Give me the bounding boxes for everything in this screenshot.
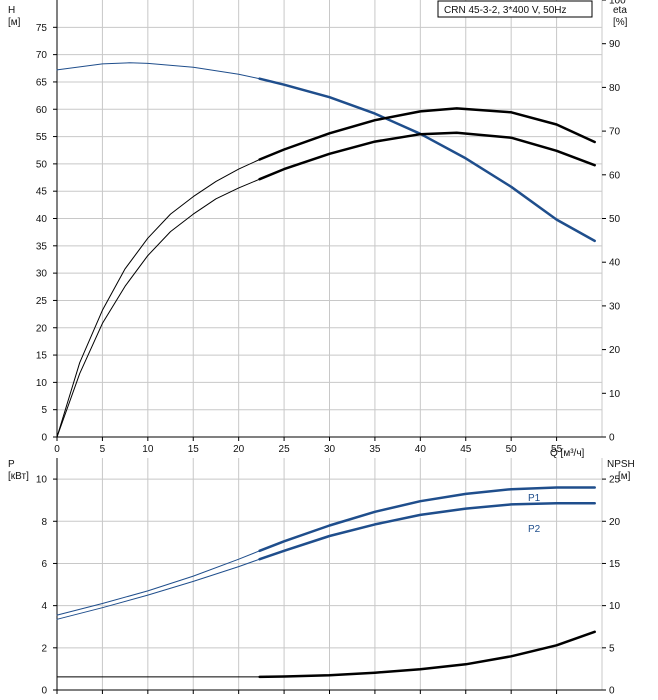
- y-left-tick-label: 70: [36, 50, 48, 61]
- x-tick-label: 25: [279, 444, 291, 455]
- x-tick-label: 55: [551, 444, 563, 455]
- y-right-title-bottom: NPSH: [607, 459, 635, 470]
- y-right-unit-bottom: [м]: [618, 471, 631, 482]
- y-right-tick-label: 100: [609, 0, 626, 7]
- series-0-2-operating: [258, 131, 596, 181]
- x-tick-label: 40: [415, 444, 427, 455]
- x-axis-title: Q [м³/ч]: [550, 448, 585, 459]
- y-right-tick-label: 30: [609, 301, 621, 312]
- y-right-tick-label: 20: [609, 345, 621, 356]
- x-tick-label: 15: [188, 444, 200, 455]
- series-0-2-extended: [56, 178, 261, 438]
- y-left-unit-top: [м]: [8, 17, 21, 28]
- grid-lines: [57, 0, 603, 690]
- series-1-2-operating: [258, 630, 596, 679]
- y-right-tick-label: 25: [609, 475, 621, 486]
- x-tick-label: 20: [233, 444, 245, 455]
- y-right-title-top: eta: [613, 5, 627, 16]
- y-right-tick-label: 10: [609, 389, 621, 400]
- y-right-tick-label: 60: [609, 170, 621, 181]
- x-tick-label: 5: [100, 444, 106, 455]
- y-left-tick-label: 40: [36, 214, 48, 225]
- y-left-tick-label: 45: [36, 187, 48, 198]
- y-left-tick-label: 60: [36, 105, 48, 116]
- series-0-1-operating: [258, 107, 596, 161]
- y-left-tick-label: 35: [36, 241, 48, 252]
- y-right-tick-label: 70: [609, 127, 621, 138]
- y-left-tick-label: 30: [36, 269, 48, 280]
- series-lines: [56, 62, 596, 679]
- y-left-title-top: H: [8, 5, 15, 16]
- y-right-unit-top: [%]: [613, 17, 628, 28]
- series-0-1-extended: [56, 159, 261, 438]
- y-left-tick-label: 25: [36, 296, 48, 307]
- series-label-p2: P2: [528, 524, 541, 535]
- x-tick-label: 30: [324, 444, 336, 455]
- y-left-unit-bottom: [кВт]: [8, 471, 29, 482]
- y-right-tick-label: 10: [609, 601, 621, 612]
- series-p2-extended: [56, 558, 261, 620]
- y-right-tick-label: 15: [609, 559, 621, 570]
- y-left-tick-label: 75: [36, 23, 48, 34]
- y-left-tick-label: 2: [41, 643, 47, 654]
- y-left-tick-label: 0: [41, 686, 47, 697]
- y-left-tick-label: 8: [41, 517, 47, 528]
- series-label-p1: P1: [528, 493, 541, 504]
- y-left-tick-label: 20: [36, 323, 48, 334]
- y-right-tick-label: 90: [609, 39, 621, 50]
- y-left-tick-label: 5: [41, 405, 47, 416]
- y-left-tick-label: 50: [36, 159, 48, 170]
- x-tick-label: 0: [54, 444, 60, 455]
- pump-label-box: [437, 0, 593, 18]
- y-right-tick-label: 50: [609, 214, 621, 225]
- y-right-tick-label: 40: [609, 258, 621, 269]
- y-left-tick-label: 15: [36, 351, 48, 362]
- y-left-tick-label: 4: [41, 601, 47, 612]
- series-p1-extended: [56, 550, 261, 616]
- x-tick-label: 35: [369, 444, 381, 455]
- y-right-tick-label: 5: [609, 643, 615, 654]
- y-right-tick-label: 0: [609, 686, 615, 697]
- y-left-tick-label: 10: [36, 378, 48, 389]
- y-left-tick-label: 55: [36, 132, 48, 143]
- tick-labels: 0510152025303540455055606570750102030405…: [36, 0, 626, 697]
- y-left-tick-label: 0: [41, 433, 47, 444]
- y-right-tick-label: 0: [609, 433, 615, 444]
- axes: [53, 0, 606, 694]
- y-left-tick-label: 6: [41, 559, 47, 570]
- y-left-tick-label: 65: [36, 77, 48, 88]
- series-0-0-extended: [56, 62, 261, 80]
- y-right-tick-label: 80: [609, 83, 621, 94]
- x-tick-label: 50: [506, 444, 518, 455]
- y-right-tick-label: 20: [609, 517, 621, 528]
- series-p1-operating: [258, 486, 596, 553]
- y-left-tick-label: 10: [36, 475, 48, 486]
- pump-label: CRN 45-3-2, 3*400 V, 50Hz: [444, 5, 566, 16]
- series-p2-operating: [258, 502, 596, 561]
- x-tick-label: 45: [460, 444, 472, 455]
- y-left-title-bottom: P: [8, 459, 15, 470]
- x-tick-label: 10: [142, 444, 154, 455]
